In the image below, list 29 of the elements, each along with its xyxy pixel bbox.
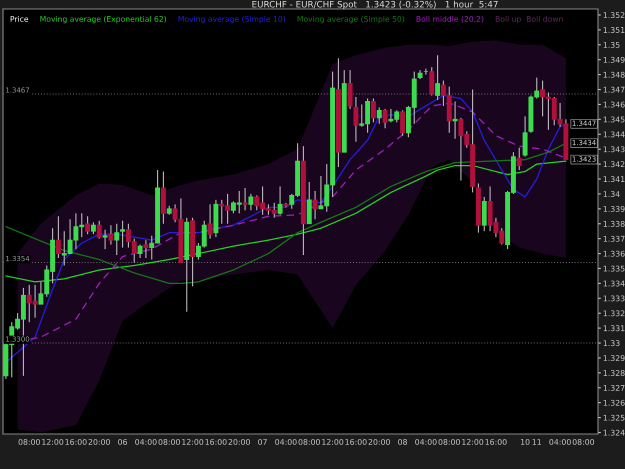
candlestick <box>306 181 312 224</box>
candlestick <box>278 186 283 216</box>
candlestick <box>452 100 458 140</box>
candlestick <box>108 224 114 246</box>
candlestick <box>114 223 120 256</box>
candlestick <box>353 96 358 142</box>
candlestick <box>143 240 148 259</box>
candlestick <box>248 193 254 211</box>
candlestick <box>90 222 96 235</box>
candlestick <box>516 147 522 171</box>
candlestick <box>348 70 353 110</box>
candlestick <box>376 106 382 124</box>
candlestick <box>400 110 406 136</box>
candlestick <box>120 220 126 248</box>
candlestick <box>429 66 434 96</box>
candlestick <box>102 229 108 250</box>
candlestick <box>85 216 90 235</box>
candlestick <box>435 54 440 101</box>
candlestick <box>138 244 143 259</box>
candlestick <box>482 196 487 232</box>
candlestick <box>312 190 318 220</box>
candlestick <box>242 187 248 211</box>
candlestick <box>370 98 376 123</box>
candlestick <box>96 220 102 240</box>
candlestick <box>522 116 528 158</box>
candlestick <box>56 216 61 259</box>
candlestick <box>382 108 388 129</box>
chart-title: EURCHF - EUR/CHF Spot 1.3423 (-0.32%) 1 hour 5:47 <box>252 0 498 10</box>
candlestick <box>208 204 213 240</box>
